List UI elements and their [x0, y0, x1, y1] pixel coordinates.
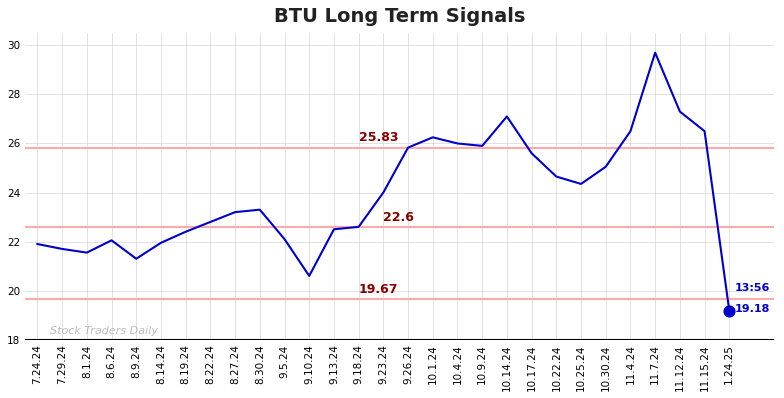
Point	[723, 308, 735, 314]
Text: 22.6: 22.6	[383, 211, 414, 224]
Text: 19.18: 19.18	[735, 304, 770, 314]
Text: 25.83: 25.83	[358, 131, 398, 144]
Text: 19.67: 19.67	[358, 283, 398, 296]
Title: BTU Long Term Signals: BTU Long Term Signals	[274, 7, 525, 26]
Text: 13:56: 13:56	[735, 283, 770, 293]
Text: Stock Traders Daily: Stock Traders Daily	[49, 326, 158, 336]
